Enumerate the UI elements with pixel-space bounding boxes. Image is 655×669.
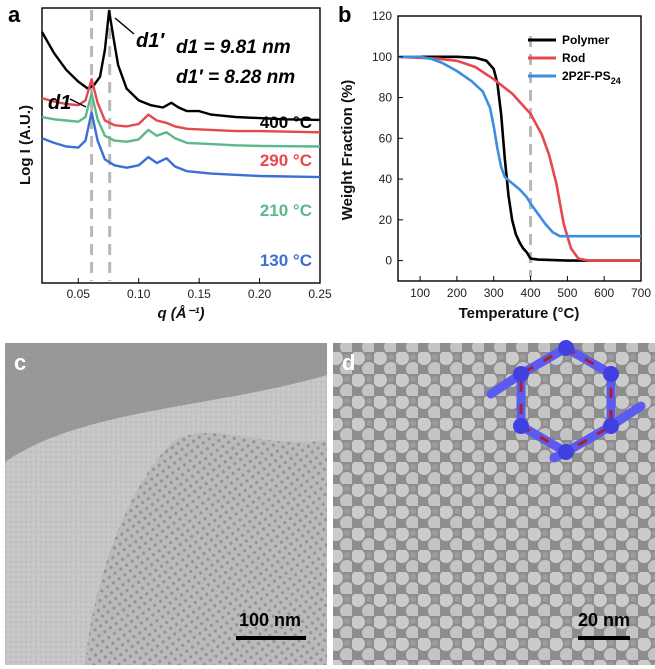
- legend-entry: Rod: [562, 51, 585, 65]
- series-line-130c: [41, 111, 321, 179]
- x-tick-label: 0.05: [67, 287, 91, 301]
- y-tick-label: 0: [385, 254, 392, 268]
- panel-b-frame: [397, 15, 642, 282]
- x-tick-label: 100: [410, 286, 430, 300]
- legend-entry: 2P2F-PS24: [562, 69, 621, 86]
- panel-a-letter: a: [8, 2, 21, 27]
- d1-prime-arrow: [114, 17, 135, 35]
- x-tick-label: 0.10: [127, 287, 151, 301]
- panel-c-scale-bar: [236, 636, 306, 640]
- d1-peak-marker: d1: [48, 92, 71, 114]
- x-tick-label: 300: [484, 286, 504, 300]
- panel-b-x-axis-label: Temperature (°C): [459, 305, 580, 322]
- hexagonal-molecule-inset: [486, 340, 646, 463]
- y-tick-label: 100: [372, 50, 392, 64]
- panel-c-scale-label: 100 nm: [238, 610, 302, 630]
- panel-a-x-ticks: 0.05 0.10 0.15 0.20 0.25: [67, 278, 332, 301]
- panel-b-series: [397, 55, 641, 262]
- curve-label: 130 °C: [260, 251, 312, 270]
- panel-d-letter: d: [342, 350, 356, 375]
- legend-entry: Polymer: [562, 33, 610, 47]
- curve-label: 290 °C: [260, 151, 312, 170]
- molecule-node: [558, 444, 574, 460]
- molecule-node: [603, 418, 619, 434]
- x-tick-label: 0.25: [308, 287, 332, 301]
- d1-prime-peak-marker: d1′: [136, 30, 165, 52]
- panel-b-y-ticks: 0 20 40 60 80 100 120: [372, 9, 403, 268]
- molecule-node: [558, 340, 574, 356]
- y-tick-label: 120: [372, 9, 392, 23]
- panel-a-curve-labels: 400 °C 290 °C 210 °C 130 °C: [260, 113, 312, 270]
- series-line-rod: [397, 55, 641, 262]
- d1-prime-value-annotation: d1′ = 8.28 nm: [176, 67, 295, 88]
- y-tick-label: 80: [379, 91, 393, 105]
- d1-value-annotation: d1 = 9.81 nm: [176, 37, 291, 58]
- x-tick-label: 400: [521, 286, 541, 300]
- series-line-polymer: [398, 55, 641, 262]
- panel-a-x-axis-label: q (Å⁻¹): [157, 305, 204, 322]
- micrograph-d: [333, 340, 655, 665]
- panel-b-y-axis-label: Weight Fraction (%): [339, 80, 356, 221]
- curve-label: 210 °C: [260, 201, 312, 220]
- micrograph-c: [5, 343, 327, 665]
- x-tick-label: 0.15: [187, 287, 211, 301]
- panel-b-x-ticks: 100 200 300 400 500 600 700: [410, 276, 651, 300]
- y-tick-label: 40: [379, 172, 393, 186]
- x-tick-label: 500: [557, 286, 577, 300]
- molecule-node: [603, 366, 619, 382]
- panel-a-reference-lines: [90, 10, 112, 281]
- panel-d-scale-bar: [578, 636, 630, 640]
- y-tick-label: 60: [379, 131, 393, 145]
- series-line-210c: [41, 92, 321, 148]
- y-tick-label: 20: [379, 213, 393, 227]
- panel-a-chart: 0.05 0.10 0.15 0.20 0.25 q (Å⁻¹) Log I (A.U.…: [17, 7, 332, 322]
- panel-b-legend: Polymer Rod 2P2F-PS24: [528, 33, 621, 86]
- panel-d-scale-label: 20 nm: [577, 610, 631, 630]
- panel-b-letter: b: [338, 2, 351, 27]
- panel-c-letter: c: [14, 350, 27, 375]
- d1-arrow: [69, 98, 87, 108]
- x-tick-label: 200: [447, 286, 467, 300]
- curve-label: 400 °C: [260, 113, 312, 132]
- micrograph-c-dark-film: [5, 343, 327, 462]
- molecule-node: [513, 366, 529, 382]
- series-line-2p2fps24: [398, 55, 641, 238]
- x-tick-label: 700: [631, 286, 651, 300]
- x-tick-label: 600: [594, 286, 614, 300]
- x-tick-label: 0.20: [248, 287, 272, 301]
- panel-b-chart: 100 200 300 400 500 600 700 0 20 40 60 80 100 120 Po…: [339, 9, 651, 322]
- series-line-400c: [40, 9, 321, 122]
- panel-a-y-axis-label: Log I (A.U.): [17, 105, 34, 185]
- molecule-node: [513, 418, 529, 434]
- micrograph-c-lattice-region: [85, 432, 327, 665]
